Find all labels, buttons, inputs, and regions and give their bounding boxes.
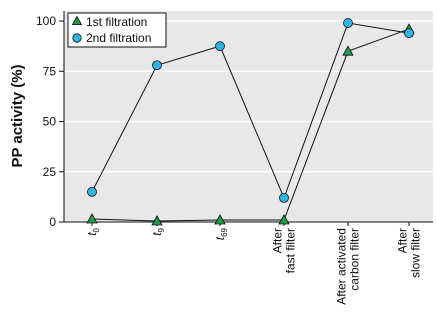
x-category-label: After fast filter <box>271 228 298 273</box>
y-tick-label: 0 <box>49 215 56 229</box>
legend: 1st filtration 2nd filtration <box>67 12 167 48</box>
category-main: t <box>150 232 164 236</box>
legend-marker-2nd-filtration <box>72 33 82 43</box>
legend-label-2nd-filtration: 2nd filtration <box>86 31 151 45</box>
data-point-1st-filtration <box>151 215 163 226</box>
category-text: t69 <box>213 227 229 240</box>
series-line-2 <box>91 22 410 200</box>
category-main: t <box>213 236 227 240</box>
data-point-1st-filtration <box>86 213 98 224</box>
x-category-label: After slow filter <box>396 228 423 278</box>
category-main: t <box>85 232 99 236</box>
data-point-1st-filtration <box>278 214 290 225</box>
y-axis-label: PP activity (%) <box>9 64 26 167</box>
x-category-label: t69 <box>213 227 229 240</box>
category-line: After <box>396 228 410 253</box>
legend-label-1st-filtration: 1st filtration <box>86 15 147 29</box>
category-subscript: 9 <box>157 227 166 232</box>
category-subscript: 0 <box>92 227 101 232</box>
category-text: t0 <box>85 227 101 235</box>
legend-box <box>67 12 167 48</box>
series-markers <box>86 18 415 226</box>
data-point-1st-filtration <box>342 45 354 56</box>
legend-marker-1st-filtration <box>71 15 83 26</box>
y-tick-label: 50 <box>43 115 57 129</box>
category-line: After activated <box>335 228 349 305</box>
x-category-label: t0 <box>85 227 101 235</box>
x-category-label: t9 <box>150 227 166 235</box>
category-text: t9 <box>150 227 166 235</box>
data-point-2nd-filtration <box>343 18 353 28</box>
series-lines <box>91 22 410 222</box>
data-point-2nd-filtration <box>215 41 225 52</box>
y-tick-label: 25 <box>43 165 57 179</box>
y-tick-label: 75 <box>43 64 57 78</box>
category-line: carbon filter <box>348 228 362 291</box>
data-point-2nd-filtration <box>279 192 289 203</box>
category-subscript: 69 <box>220 227 229 236</box>
data-point-1st-filtration <box>214 214 226 225</box>
category-line: fast filter <box>284 228 298 273</box>
data-point-2nd-filtration <box>404 28 414 39</box>
x-category-label: After activated carbon filter <box>335 228 362 305</box>
data-point-2nd-filtration <box>152 60 162 71</box>
category-line: slow filter <box>409 228 423 278</box>
category-line: After <box>271 228 285 253</box>
series-line-1 <box>91 28 410 222</box>
y-tick-label: 100 <box>36 14 56 28</box>
data-point-2nd-filtration <box>87 186 97 197</box>
y-tick-labels: 0 25 50 75 100 <box>36 14 56 229</box>
